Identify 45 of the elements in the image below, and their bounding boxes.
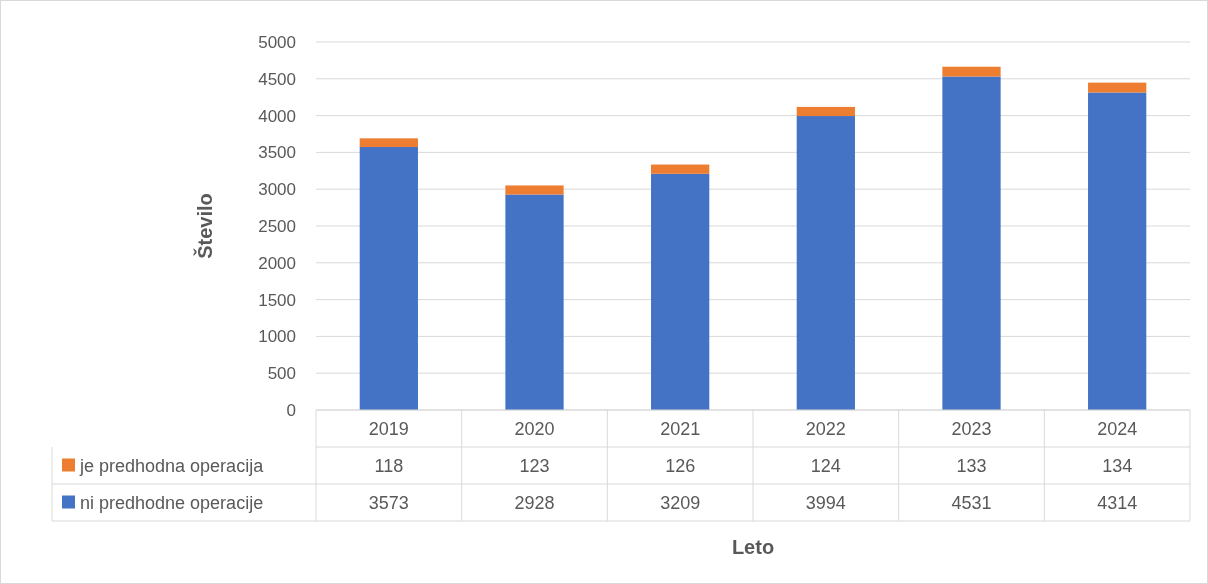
y-tick-label: 2000 [258, 253, 296, 273]
data-label: 2928 [514, 492, 555, 513]
y-tick-label: 2500 [258, 216, 296, 236]
bar [359, 138, 418, 148]
y-tick-label: 4500 [258, 69, 296, 89]
data-label: 3573 [368, 492, 409, 513]
x-tick-label: 2022 [805, 418, 846, 439]
y-tick-label: 500 [267, 364, 296, 384]
data-label: 3209 [660, 492, 701, 513]
bar [1088, 92, 1147, 410]
data-label: 123 [519, 455, 550, 476]
data-label: 118 [374, 455, 404, 476]
y-tick-label: 1500 [258, 290, 296, 310]
data-label: 134 [1102, 455, 1133, 476]
bar [796, 116, 855, 410]
y-tick-label: 4000 [258, 106, 296, 126]
bar [942, 76, 1001, 410]
y-tick-label: 3000 [258, 180, 296, 200]
bar [651, 164, 710, 174]
x-tick-label: 2019 [368, 418, 409, 439]
x-tick-label: 2023 [951, 418, 992, 439]
x-tick-label: 2021 [660, 418, 701, 439]
y-axis-title: Število [193, 193, 216, 259]
y-tick-label: 3500 [258, 143, 296, 163]
bar [796, 106, 855, 117]
data-label: 133 [956, 455, 987, 476]
x-axis-title: Leto [731, 536, 775, 558]
bar [942, 66, 1001, 77]
bar [651, 173, 710, 410]
data-label: 126 [665, 455, 696, 476]
data-label: 4314 [1097, 492, 1138, 513]
data-label: 124 [810, 455, 841, 476]
legend-label: ni predhodne operacije [80, 492, 264, 513]
data-label: 3994 [805, 492, 846, 513]
x-tick-label: 2024 [1097, 418, 1138, 439]
y-tick-label: 1000 [258, 327, 296, 347]
legend-label: je predhodna operacija [79, 455, 265, 476]
bar [359, 147, 418, 410]
bar [1088, 82, 1147, 93]
x-tick-label: 2020 [514, 418, 555, 439]
bar [505, 185, 564, 195]
bar [505, 194, 564, 410]
y-tick-label: 0 [286, 400, 296, 420]
data-label: 4531 [951, 492, 992, 513]
y-tick-label: 5000 [258, 32, 296, 52]
